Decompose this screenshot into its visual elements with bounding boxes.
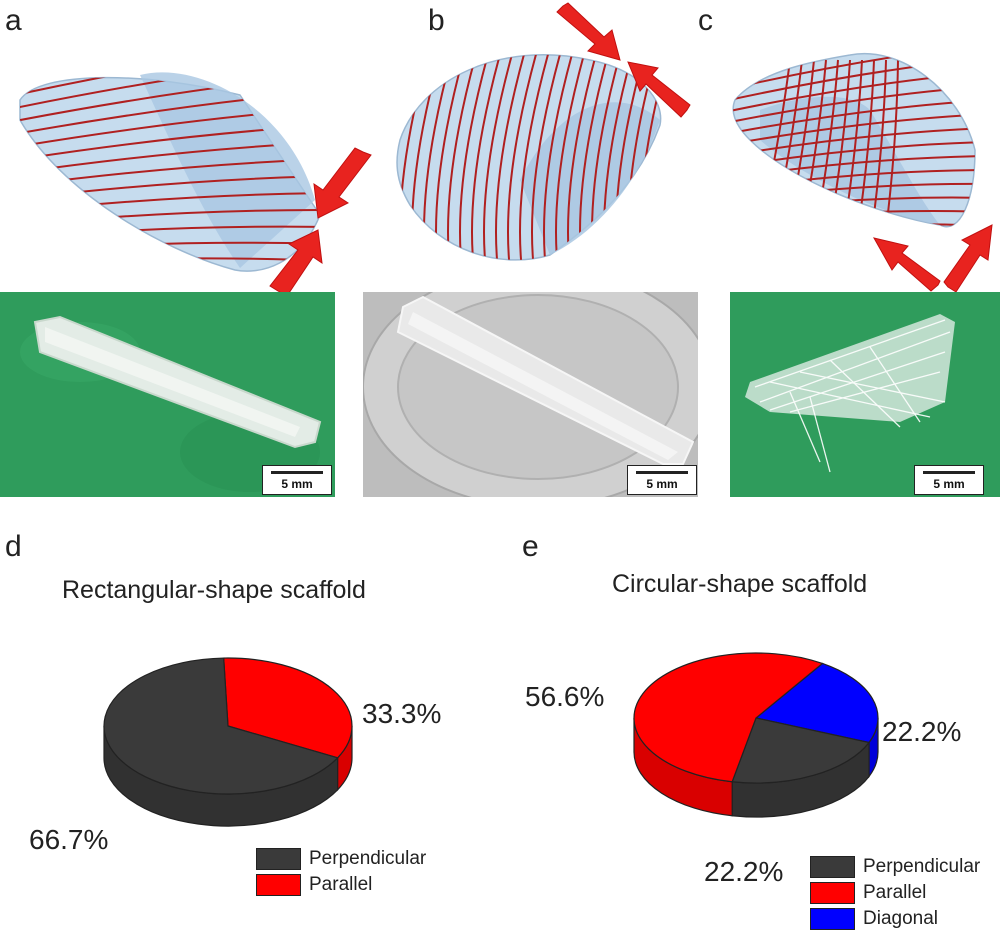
pie-slice-parallel [633,652,824,783]
photo-b: 5 mm [363,292,698,497]
legend-swatch [810,908,855,930]
fiber-line [20,77,320,96]
pie-slice-perpendicular [731,717,871,784]
fiber-line [483,54,517,260]
photo-a: 5 mm [0,292,335,497]
pie-slice-parallel [223,657,353,759]
pie-d [103,657,353,827]
schematics-illustration [19,2,993,297]
fiber-line [885,59,899,227]
panel-label-c: c [698,4,713,37]
fiber-line [507,54,541,260]
chart-title-d: Rectangular-shape scaffold [62,576,366,604]
pie-e-label-diagonal: 22.2% [882,716,962,747]
legend-swatch [810,882,855,904]
legend-label: Parallel [863,882,927,903]
pie-d-label-parallel: 33.3% [362,698,442,729]
chart-title-e: Circular-shape scaffold [612,570,868,598]
fiber-line [495,54,529,260]
pie-slice-diagonal [754,662,879,744]
fiber-line [471,54,505,260]
legend-swatch [810,856,855,878]
legend-d: Perpendicular Parallel [256,848,456,898]
scale-bar-label: 5 mm [646,477,678,491]
scale-bar-b: 5 mm [627,465,697,495]
legend-label: Diagonal [863,908,938,929]
fiber-line [459,54,493,260]
legend-label: Perpendicular [863,856,981,877]
photo-c: 5 mm [730,292,1000,497]
pie-d-label-perpendicular: 66.7% [29,824,109,855]
scale-bar-a: 5 mm [262,465,332,495]
arrow-icon [313,147,372,219]
fiber-line [543,54,577,260]
fiber-line [733,53,975,92]
scale-bar-label: 5 mm [933,477,965,491]
arrow-icon [943,224,993,293]
legend-swatch [256,874,301,896]
panel-label-e: e [522,530,539,563]
arrow-icon [873,237,941,292]
compression-arrows [269,2,993,297]
pie-e-label-parallel: 56.6% [525,681,605,712]
panel-label-a: a [5,4,22,37]
fiber-line [733,113,975,147]
arrow-icon [556,2,621,61]
panel-label-d: d [5,530,22,563]
legend-e: Perpendicular Parallel Diagonal [810,856,1000,932]
arrow-icon [269,229,323,297]
legend-label: Parallel [309,874,373,895]
legend-swatch [256,848,301,870]
arrow-icon [627,61,691,118]
pie-e [633,652,879,818]
fiber-line [555,54,589,260]
scale-bar-label: 5 mm [281,477,313,491]
legend-label: Perpendicular [309,848,427,869]
pie-slice-perpendicular [103,657,339,795]
scale-bar-c: 5 mm [914,465,984,495]
pie-e-label-perpendicular: 22.2% [704,856,784,887]
panel-label-b: b [428,4,445,37]
fiber-line [531,54,565,260]
fiber-line [519,54,553,260]
